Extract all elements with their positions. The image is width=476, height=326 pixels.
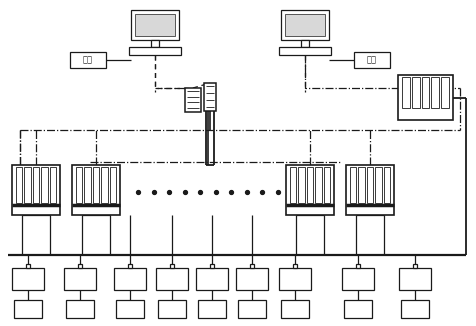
Bar xyxy=(101,167,108,203)
Bar xyxy=(26,264,30,268)
Bar xyxy=(24,167,31,203)
Bar xyxy=(12,268,44,290)
Bar xyxy=(421,77,428,108)
Bar xyxy=(397,75,452,120)
Bar xyxy=(114,268,146,290)
Bar xyxy=(78,264,82,268)
Bar xyxy=(411,77,419,108)
Bar xyxy=(156,268,188,290)
Bar xyxy=(323,167,329,203)
Bar xyxy=(12,165,60,215)
Bar xyxy=(349,167,356,203)
Bar xyxy=(14,300,42,318)
Bar xyxy=(345,165,393,215)
Bar xyxy=(64,268,96,290)
Bar xyxy=(236,268,268,290)
Bar xyxy=(41,167,48,203)
Bar xyxy=(300,40,308,47)
Bar xyxy=(306,167,313,203)
Bar xyxy=(375,167,381,203)
Bar xyxy=(286,165,333,215)
Bar xyxy=(16,167,22,203)
Bar xyxy=(398,268,430,290)
Text: 网机: 网机 xyxy=(366,55,376,65)
Bar xyxy=(66,300,94,318)
Bar xyxy=(357,167,364,203)
Text: 网机: 网机 xyxy=(83,55,93,65)
Bar xyxy=(249,264,253,268)
Bar xyxy=(33,167,39,203)
Bar xyxy=(135,14,175,36)
Bar xyxy=(129,47,180,55)
Bar xyxy=(72,165,120,215)
Bar xyxy=(289,167,296,203)
Bar xyxy=(204,83,216,111)
Bar xyxy=(401,77,409,108)
Bar xyxy=(238,300,266,318)
Bar xyxy=(400,300,428,318)
Bar xyxy=(440,77,448,108)
Bar xyxy=(298,167,304,203)
Bar xyxy=(196,268,228,290)
Bar xyxy=(343,300,371,318)
Bar xyxy=(84,167,90,203)
Bar xyxy=(278,268,310,290)
Bar xyxy=(284,14,324,36)
Bar xyxy=(50,167,56,203)
Bar xyxy=(116,300,144,318)
Bar xyxy=(280,10,328,40)
Bar xyxy=(198,300,226,318)
Bar xyxy=(209,264,214,268)
Bar xyxy=(383,167,389,203)
Bar xyxy=(355,264,359,268)
Bar xyxy=(151,40,159,47)
Bar xyxy=(315,167,321,203)
Bar xyxy=(93,167,99,203)
Bar xyxy=(128,264,132,268)
Bar xyxy=(185,88,200,112)
Bar xyxy=(280,300,308,318)
Bar xyxy=(169,264,174,268)
Bar xyxy=(353,52,389,68)
Bar xyxy=(412,264,416,268)
Bar xyxy=(131,10,178,40)
Bar xyxy=(109,167,116,203)
Bar xyxy=(76,167,82,203)
Bar xyxy=(430,77,438,108)
Bar xyxy=(341,268,373,290)
Bar xyxy=(278,47,330,55)
Bar xyxy=(158,300,186,318)
Bar xyxy=(70,52,106,68)
Bar xyxy=(292,264,297,268)
Bar xyxy=(366,167,372,203)
